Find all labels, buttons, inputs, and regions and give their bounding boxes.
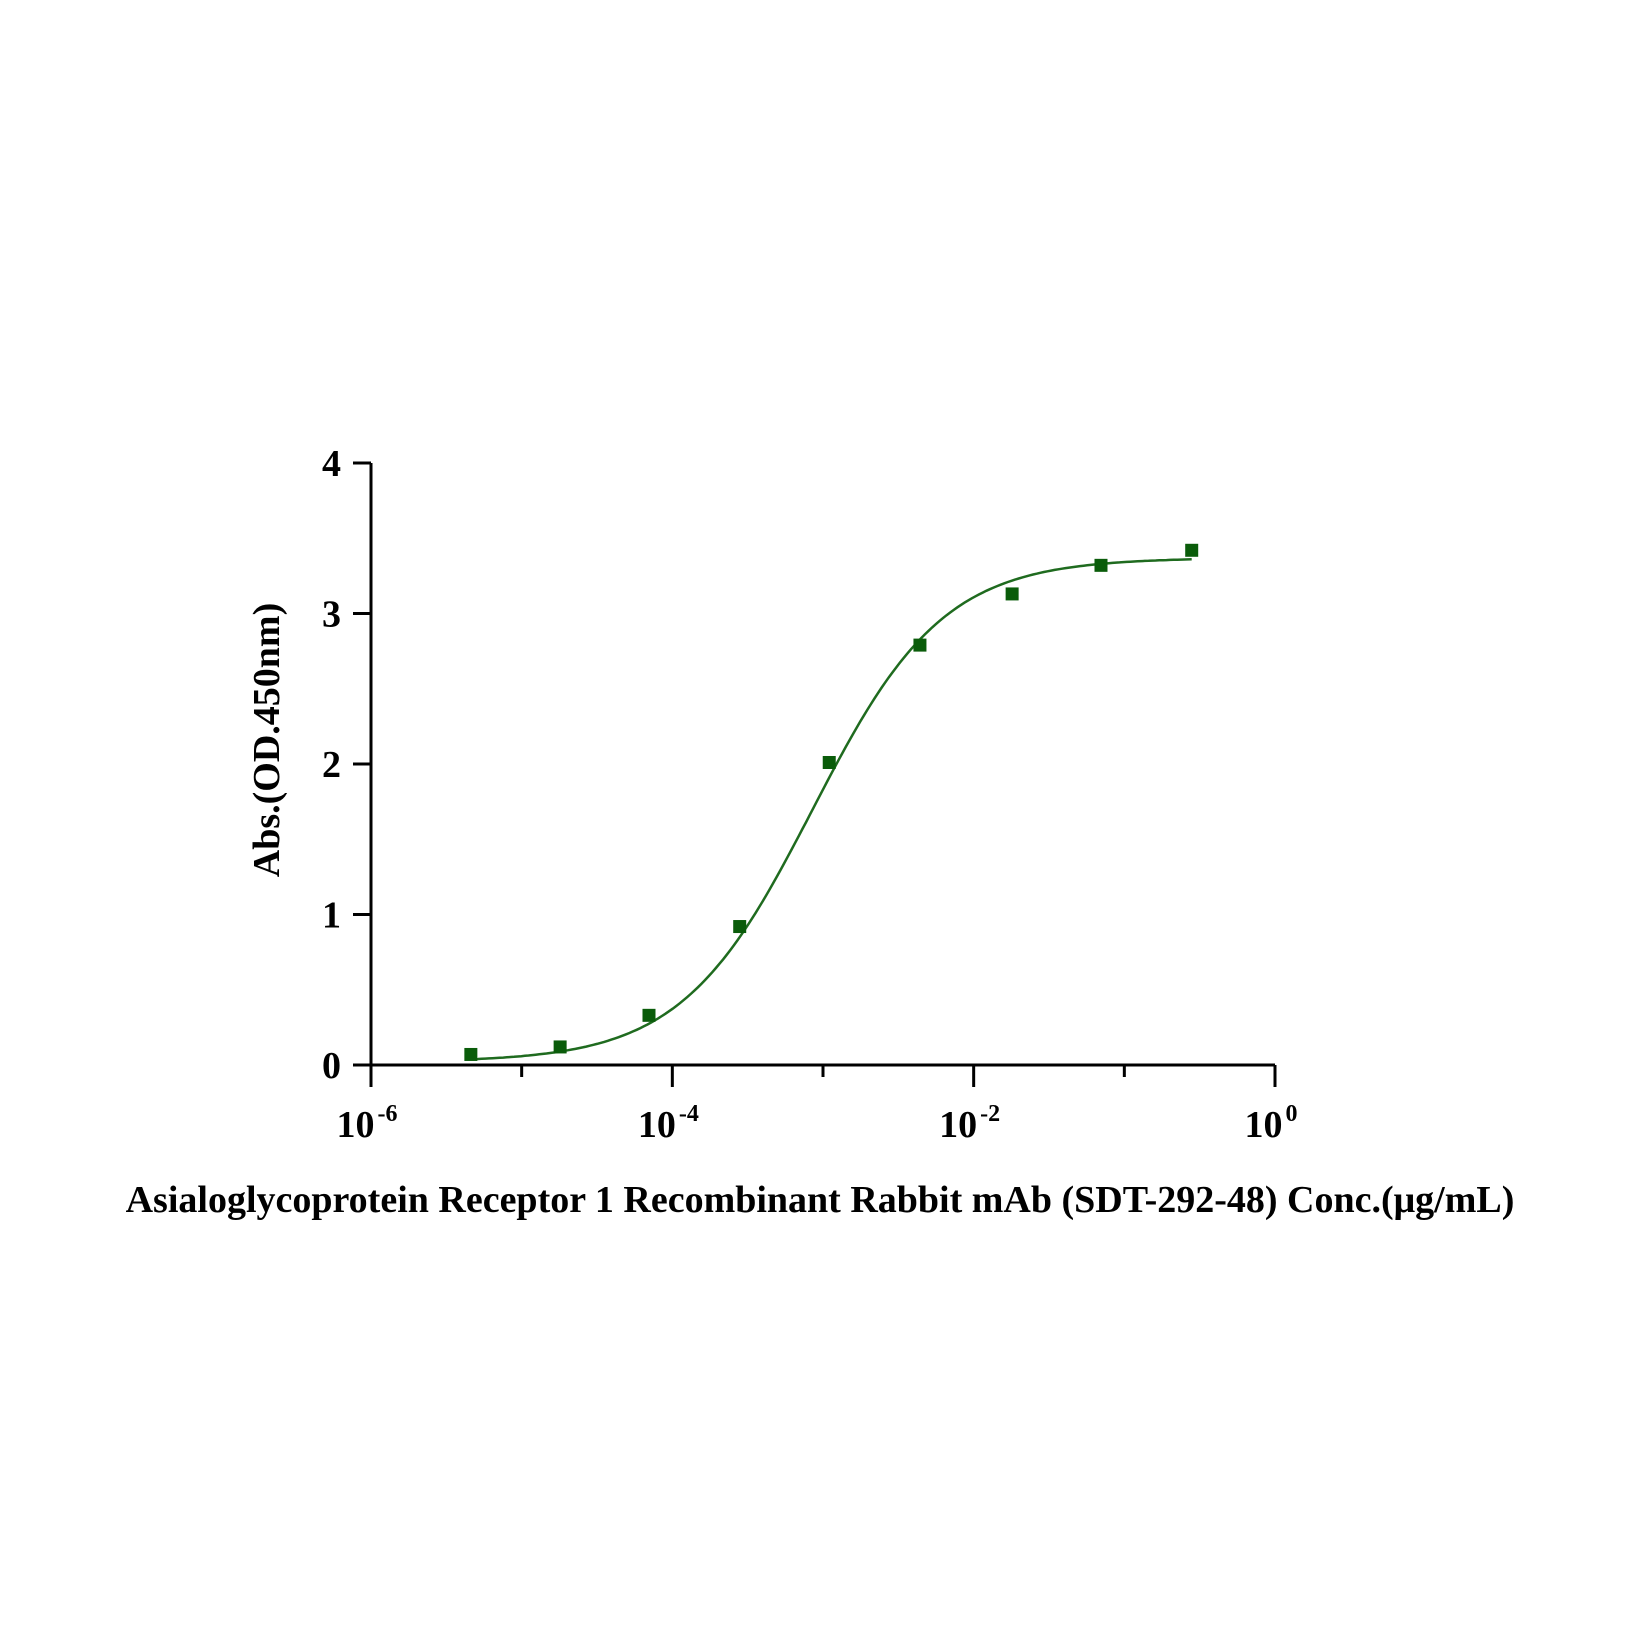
x-tick-label: 10 -2 <box>939 1101 1000 1146</box>
data-point <box>913 638 927 652</box>
data-point <box>553 1040 567 1054</box>
fit-curve <box>470 558 1192 1061</box>
x-tick-label: 10 -4 <box>638 1101 699 1146</box>
x-tick-label: 10 0 <box>1245 1101 1298 1146</box>
y-axis-title: Abs.(OD.450nm) <box>246 603 288 877</box>
y-tick-labels: 0 1 2 3 4 <box>322 443 341 1087</box>
data-point <box>1005 587 1019 601</box>
x-tick-labels: 10 -6 10 -4 10 -2 10 0 <box>337 1101 1298 1146</box>
y-tick-label: 1 <box>322 895 341 937</box>
data-point <box>822 755 836 769</box>
y-tick-label: 4 <box>322 443 341 485</box>
x-tick-label: 10 -6 <box>337 1101 398 1146</box>
data-point <box>1185 543 1199 557</box>
data-point <box>733 920 747 934</box>
axes <box>353 461 1277 1087</box>
y-tick-label: 0 <box>322 1045 341 1087</box>
data-point <box>1094 558 1108 572</box>
x-axis-title: Asialoglycoprotein Receptor 1 Recombinan… <box>126 1179 1515 1221</box>
data-points <box>464 543 1199 1061</box>
data-point <box>642 1008 656 1022</box>
data-point <box>464 1047 478 1061</box>
y-tick-label: 2 <box>322 744 341 786</box>
y-tick-label: 3 <box>322 594 341 636</box>
